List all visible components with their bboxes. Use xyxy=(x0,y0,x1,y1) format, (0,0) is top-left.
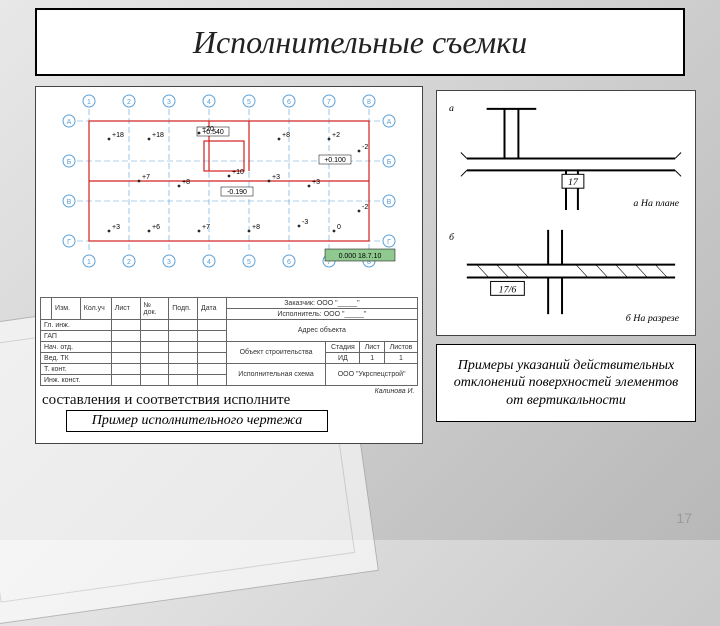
svg-text:+18: +18 xyxy=(112,132,124,139)
svg-text:+3: +3 xyxy=(112,224,120,231)
svg-text:Г: Г xyxy=(67,239,71,246)
marker-b: б xyxy=(449,232,455,243)
drawing-titleblock: Изм. Кол.уч Лист № док. Подп. Дата Заказ… xyxy=(40,297,418,397)
svg-text:0.000 18.7.10: 0.000 18.7.10 xyxy=(339,253,382,260)
val-b: 17/6 xyxy=(499,284,517,295)
svg-text:+8: +8 xyxy=(282,132,290,139)
svg-text:4: 4 xyxy=(207,99,211,106)
svg-text:6: 6 xyxy=(287,259,291,266)
tb-st1: Лист xyxy=(360,342,385,353)
svg-text:+20: +20 xyxy=(202,126,214,133)
svg-text:Б: Б xyxy=(387,159,392,166)
tb-obj: Объект строительства xyxy=(226,342,326,364)
tb-ispolnitel: Исполнитель: ООО "_____" xyxy=(226,309,417,320)
svg-text:А: А xyxy=(387,119,392,126)
svg-text:+6: +6 xyxy=(152,224,160,231)
svg-text:В: В xyxy=(387,199,392,206)
svg-text:7: 7 xyxy=(327,99,331,106)
svg-text:6: 6 xyxy=(287,99,291,106)
label-b: б На разрезе xyxy=(626,313,680,324)
slide-title-box: Исполнительные съемки xyxy=(35,8,685,76)
tb-row-0: Гл. инж. xyxy=(41,320,112,331)
svg-text:+3: +3 xyxy=(272,174,280,181)
svg-text:3: 3 xyxy=(167,259,171,266)
tb-row-4: Т. конт. xyxy=(41,364,112,375)
svg-text:4: 4 xyxy=(207,259,211,266)
svg-text:+10: +10 xyxy=(232,169,244,176)
tb-sv1: 1 xyxy=(360,353,385,364)
tb-org: ООО "Укрспецстрой" xyxy=(326,364,418,386)
as-built-plan: +0.540-0.190+0.100 +18+18+20+8+2+7+8+10+… xyxy=(40,91,418,291)
svg-text:+3: +3 xyxy=(312,179,320,186)
page-number: 17 xyxy=(676,510,692,526)
tb-row-2: Нач. отд. xyxy=(41,342,112,353)
tb-row-1: ГАП xyxy=(41,331,112,342)
tb-row-3: Вед. ТК xyxy=(41,353,112,364)
right-figure-panel: а 17 а На плане б xyxy=(436,90,696,336)
val-a: 17 xyxy=(568,177,579,188)
left-figure-panel: +0.540-0.190+0.100 +18+18+20+8+2+7+8+10+… xyxy=(35,86,423,444)
tb-st2: Листов xyxy=(385,342,418,353)
svg-text:1: 1 xyxy=(87,259,91,266)
svg-text:Б: Б xyxy=(67,159,72,166)
slide-title: Исполнительные съемки xyxy=(193,24,527,61)
svg-text:8: 8 xyxy=(367,99,371,106)
svg-text:+2: +2 xyxy=(332,132,340,139)
svg-text:0: 0 xyxy=(337,224,341,231)
marker-a: а xyxy=(449,103,454,114)
tb-addr: Адрес объекта xyxy=(226,320,417,342)
svg-text:+7: +7 xyxy=(202,224,210,231)
svg-text:5: 5 xyxy=(247,259,251,266)
tb-raboty: Исполнительная схема xyxy=(226,364,326,386)
right-figure-caption: Примеры указаний действительных отклонен… xyxy=(436,344,696,422)
svg-text:+8: +8 xyxy=(182,179,190,186)
svg-text:-2: -2 xyxy=(362,204,368,211)
left-caption-text: Пример исполнительного чертежа xyxy=(92,413,303,429)
svg-text:+18: +18 xyxy=(152,132,164,139)
svg-text:Г: Г xyxy=(387,239,391,246)
svg-text:А: А xyxy=(67,119,72,126)
svg-text:3: 3 xyxy=(167,99,171,106)
svg-text:5: 5 xyxy=(247,99,251,106)
tb-row-5: Инж. конст. xyxy=(41,375,112,386)
svg-text:2: 2 xyxy=(127,99,131,106)
tb-zakazchik: Заказчик: ООО "_____" xyxy=(226,298,417,309)
svg-text:-0.190: -0.190 xyxy=(227,189,247,196)
left-figure-caption: Пример исполнительного чертежа xyxy=(66,410,328,432)
svg-text:-3: -3 xyxy=(302,219,308,226)
tb-st0: Стадия xyxy=(326,342,360,353)
tb-sv2: 1 xyxy=(385,353,418,364)
partial-body-text: составления и соответствия исполните xyxy=(42,392,442,409)
svg-text:В: В xyxy=(67,199,72,206)
svg-text:2: 2 xyxy=(127,259,131,266)
svg-text:-2: -2 xyxy=(362,144,368,151)
tb-sv0: ИД xyxy=(326,353,360,364)
label-a: а На плане xyxy=(633,198,679,209)
svg-text:+0.100: +0.100 xyxy=(324,157,346,164)
svg-text:+8: +8 xyxy=(252,224,260,231)
svg-text:1: 1 xyxy=(87,99,91,106)
right-caption-text: Примеры указаний действительных отклонен… xyxy=(445,357,687,410)
svg-text:+7: +7 xyxy=(142,174,150,181)
